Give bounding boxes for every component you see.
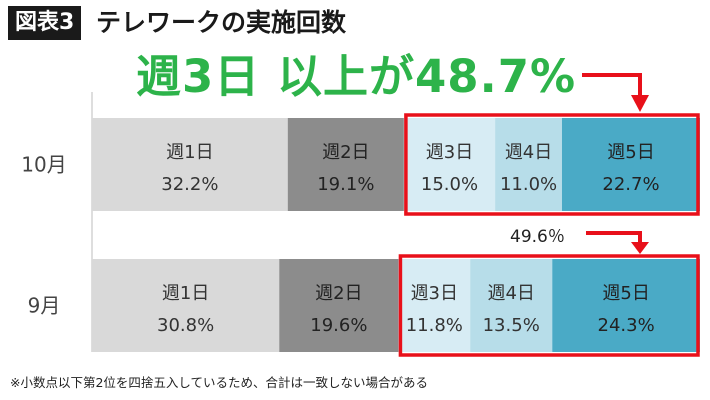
data-label: 13.5% <box>483 315 540 336</box>
bar-segment <box>561 118 700 211</box>
data-label: 15.0% <box>421 174 478 195</box>
segment-name-label: 週1日 <box>166 142 213 163</box>
bar-segment <box>470 259 553 352</box>
category-label: 10月 <box>21 153 66 177</box>
segment-name-label: 週1日 <box>162 283 209 304</box>
row2-arrow <box>586 231 649 254</box>
data-label: 19.1% <box>317 174 374 195</box>
segment-name-label: 週3日 <box>426 142 473 163</box>
data-label: 11.8% <box>406 315 463 336</box>
segment-name-label: 週5日 <box>607 142 654 163</box>
data-label: 11.0% <box>500 174 557 195</box>
bar-segment <box>92 259 280 352</box>
bar-segment <box>287 118 404 211</box>
headline-summary: 週3日 以上が48.7% <box>136 50 577 103</box>
segment-name-label: 週4日 <box>505 142 552 163</box>
bar-segment <box>398 259 471 352</box>
data-label: 19.6% <box>310 315 367 336</box>
data-label: 24.3% <box>598 315 655 336</box>
data-label: 30.8% <box>157 315 214 336</box>
segment-name-label: 週2日 <box>315 283 362 304</box>
bar-segment <box>403 118 496 211</box>
data-label: 32.2% <box>161 174 218 195</box>
segment-name-label: 週3日 <box>411 283 458 304</box>
bar-segment <box>92 118 288 211</box>
bar-segment <box>552 259 700 352</box>
highlight-box <box>404 113 700 216</box>
data-label: 22.7% <box>602 174 659 195</box>
bar-segment <box>279 259 399 352</box>
segment-name-label: 週4日 <box>487 283 534 304</box>
bar-segment <box>495 118 562 211</box>
headline-arrow <box>582 73 649 112</box>
figure-title: テレワークの実施回数 <box>96 8 347 37</box>
footnote: ※小数点以下第2位を四捨五入しているため、合計は一致しない場合がある <box>10 375 429 390</box>
segment-name-label: 週5日 <box>602 283 649 304</box>
segment-name-label: 週2日 <box>322 142 369 163</box>
category-label: 9月 <box>28 294 61 318</box>
row2-highlight-note: 49.6％ <box>510 227 565 247</box>
figure-tag: 図表3 <box>8 6 82 40</box>
highlight-box <box>398 254 700 357</box>
